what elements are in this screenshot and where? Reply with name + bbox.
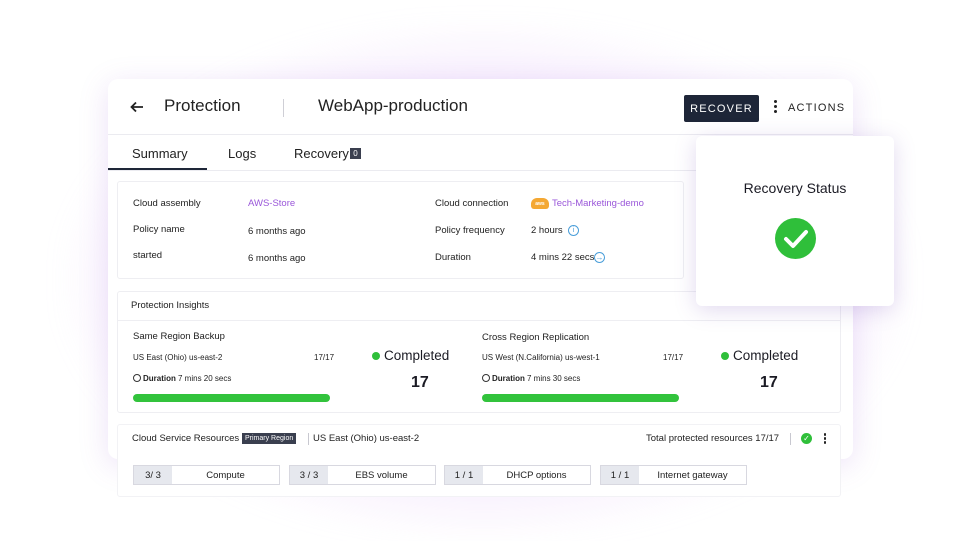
cloud-assembly-link[interactable]: AWS-Store — [248, 198, 296, 209]
started-label: started — [133, 250, 163, 261]
status-dot — [721, 352, 729, 360]
header-divider — [283, 99, 284, 117]
page-subtitle: WebApp-production — [318, 96, 468, 115]
resource-name: Compute — [206, 470, 245, 481]
divider — [308, 433, 309, 445]
tab-summary[interactable]: Summary — [132, 146, 188, 161]
stopwatch-icon — [133, 374, 141, 382]
page-title: Protection — [164, 96, 241, 115]
duration-label: Duration — [435, 252, 471, 263]
resource-name: DHCP options — [506, 470, 567, 481]
duration-value: 4 mins 22 secs — [531, 252, 595, 263]
status-dot — [372, 352, 380, 360]
resource-card-ebs[interactable]: 3 / 3 EBS volume — [289, 465, 436, 485]
resource-count: 1 / 1 — [601, 466, 639, 484]
insights-divider — [117, 320, 841, 321]
policy-name-value: 6 months ago — [248, 226, 306, 237]
arrow-left-icon[interactable] — [130, 97, 144, 120]
cross-region-count: 17/17 — [663, 353, 684, 362]
active-tab-indicator — [108, 168, 207, 170]
same-region-duration-label: Duration — [143, 374, 176, 383]
arrow-right-circle-icon[interactable]: → — [594, 252, 605, 263]
started-value: 6 months ago — [248, 253, 306, 264]
cloud-assembly-label: Cloud assembly — [133, 198, 201, 209]
cross-region-duration-label: Duration — [492, 374, 525, 383]
tabs-top-border — [108, 134, 853, 135]
same-region-count: 17/17 — [314, 353, 335, 362]
cross-region-duration-value: 7 mins 30 secs — [527, 374, 581, 383]
resource-name: EBS volume — [355, 470, 408, 481]
same-region-title: Same Region Backup — [133, 331, 225, 342]
cross-region-progress-bar — [482, 394, 679, 402]
recovery-count-badge: 0 — [350, 148, 361, 159]
primary-region-badge: Primary Region — [242, 433, 297, 444]
cloud-connection-link[interactable]: Tech-Marketing-demo — [552, 198, 644, 209]
actions-button[interactable]: ACTIONS — [788, 102, 846, 114]
check-circle-icon — [775, 218, 816, 259]
resource-card-dhcp[interactable]: 1 / 1 DHCP options — [444, 465, 591, 485]
cross-region-status: Completed — [733, 348, 799, 363]
info-icon[interactable]: i — [568, 225, 579, 236]
tabs-bottom-border — [108, 170, 853, 171]
same-region-progress-bar — [133, 394, 330, 402]
divider — [790, 433, 791, 445]
total-protected-resources: Total protected resources 17/17 — [646, 433, 780, 444]
stopwatch-icon — [482, 374, 490, 382]
cross-region-name: US West (N.California) us-west-1 — [482, 353, 600, 362]
resource-count: 1 / 1 — [445, 466, 483, 484]
same-region-total: 17 — [411, 374, 429, 391]
aws-cloud-icon: aws — [531, 198, 549, 209]
same-region-status: Completed — [384, 348, 450, 363]
summary-panel — [117, 181, 684, 279]
resource-name: Internet gateway — [657, 470, 728, 481]
resources-title: Cloud Service Resources — [132, 433, 240, 444]
insights-title: Protection Insights — [131, 300, 210, 311]
resources-region: US East (Ohio) us-east-2 — [313, 433, 420, 444]
cross-region-total: 17 — [760, 374, 778, 391]
check-circle-icon: ✓ — [801, 433, 812, 444]
resource-count: 3/ 3 — [134, 466, 172, 484]
tab-logs[interactable]: Logs — [228, 146, 257, 161]
recover-button[interactable]: RECOVER — [684, 95, 759, 122]
resource-count: 3 / 3 — [290, 466, 328, 484]
same-region-name: US East (Ohio) us-east-2 — [133, 353, 223, 362]
policy-name-label: Policy name — [133, 224, 185, 235]
insights-panel — [117, 291, 841, 413]
kebab-menu-icon[interactable] — [770, 99, 780, 115]
resource-card-internet-gateway[interactable]: 1 / 1 Internet gateway — [600, 465, 747, 485]
same-region-duration-value: 7 mins 20 secs — [178, 374, 232, 383]
cloud-connection-label: Cloud connection — [435, 198, 509, 209]
tab-recovery[interactable]: Recovery — [294, 146, 349, 161]
kebab-menu-icon[interactable] — [822, 433, 828, 445]
resource-card-compute[interactable]: 3/ 3 Compute — [133, 465, 280, 485]
recovery-status-title: Recovery Status — [743, 180, 847, 196]
cross-region-title: Cross Region Replication — [482, 332, 590, 343]
policy-frequency-value: 2 hours — [531, 225, 563, 236]
policy-frequency-label: Policy frequency — [435, 225, 505, 236]
